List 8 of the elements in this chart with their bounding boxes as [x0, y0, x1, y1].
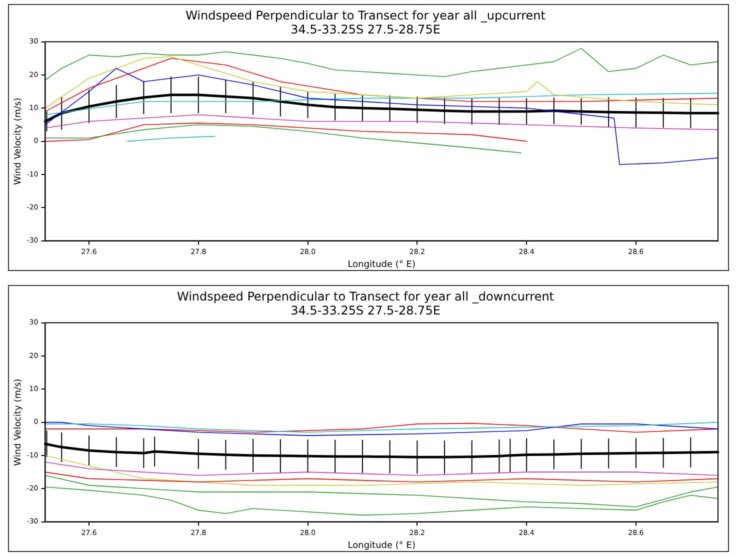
- chart-title: Windspeed Perpendicular to Transect for year all _downcurrent: [176, 289, 554, 304]
- chart-subtitle: 34.5-33.25S 27.5-28.75E: [290, 22, 440, 37]
- y-axis-title: Wind Velocity (m/s): [14, 98, 24, 185]
- y-axis-title: Wind Velocity (m/s): [14, 378, 24, 466]
- x-axis-title: Longitude (° E): [348, 540, 416, 551]
- chart-title: Windspeed Perpendicular to Transect for year all _upcurrent: [186, 8, 546, 22]
- x-axis-title: Longitude (° E): [348, 260, 416, 270]
- chart-subtitle: 34.5-33.25S 27.5-28.75E: [290, 304, 440, 318]
